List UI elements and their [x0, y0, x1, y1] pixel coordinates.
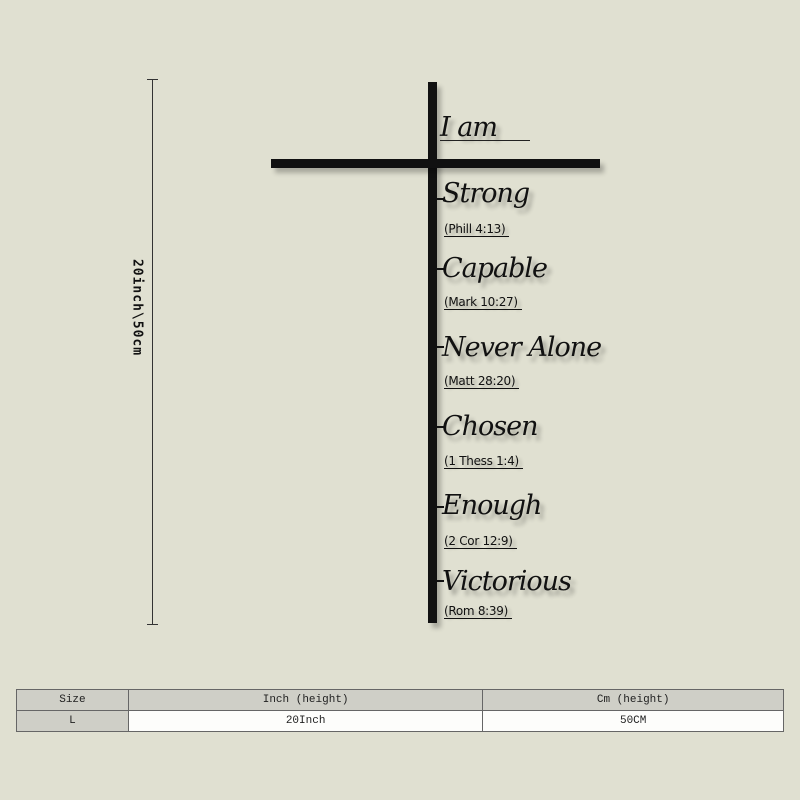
dimension-cap-bottom [147, 624, 158, 625]
dimension-line [152, 79, 153, 625]
word-enough: Enough [442, 490, 542, 521]
cell-size: L [16, 710, 129, 732]
cross-vertical-bar [428, 82, 437, 623]
table-row: L 20Inch 50CM [16, 710, 784, 732]
size-table: Size Inch (height) Cm (height) L 20Inch … [16, 689, 784, 732]
word-chosen: Chosen [442, 411, 539, 442]
ref-capable: (Mark 10:27) [444, 295, 522, 310]
ref-victorious: (Rom 8:39) [444, 604, 512, 619]
dimension-label: 20inch\50cm [129, 258, 145, 357]
ref-never-alone: (Matt 28:20) [444, 374, 520, 389]
word-never-alone: Never Alone [442, 332, 602, 363]
stub [436, 580, 444, 582]
ref-chosen: (1 Thess 1:4) [444, 454, 523, 469]
header-size: Size [16, 689, 129, 711]
stub [436, 506, 444, 508]
cross-horizontal-bar [271, 159, 600, 168]
sign-title: I am [440, 112, 498, 143]
stub [436, 268, 444, 270]
word-victorious: Victorious [442, 566, 572, 597]
ref-strong: (Phill 4:13) [444, 222, 510, 237]
ref-enough: (2 Cor 12:9) [444, 534, 517, 549]
header-inch: Inch (height) [127, 689, 484, 711]
word-capable: Capable [442, 253, 548, 284]
title-underline [440, 140, 530, 141]
stub [436, 346, 444, 348]
stub [436, 426, 444, 428]
header-cm: Cm (height) [482, 689, 784, 711]
stub [436, 198, 444, 200]
cell-cm: 50CM [482, 710, 784, 732]
cell-inch: 20Inch [127, 710, 484, 732]
word-strong: Strong [442, 178, 530, 209]
table-header-row: Size Inch (height) Cm (height) [16, 689, 784, 711]
dimension-cap-top [147, 79, 158, 80]
